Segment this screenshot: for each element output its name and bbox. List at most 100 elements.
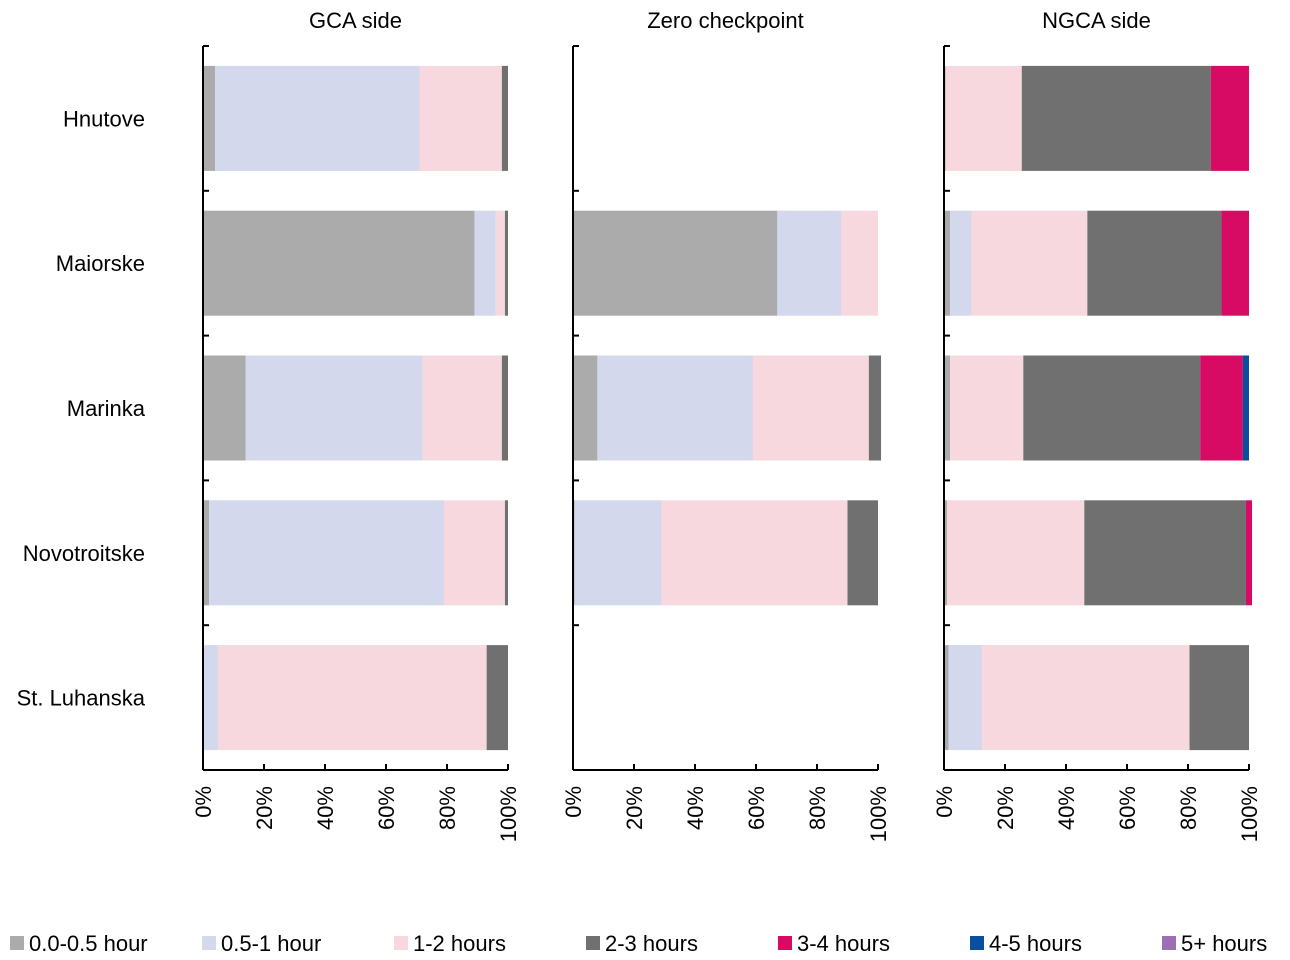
- legend-item-3-4-hours: 3-4 hours: [778, 931, 890, 956]
- legend-label: 0.0-0.5 hour: [29, 931, 148, 955]
- bar-segment-marinka-2-3-hours: [1023, 355, 1201, 461]
- bar-segment-hnutove-2-3-hours: [1021, 65, 1211, 171]
- bar-segment-hnutove-1-2-hours: [419, 65, 502, 171]
- x-tick-label: 20%: [622, 786, 647, 830]
- bar-segment-marinka-2-3-hours: [868, 355, 882, 461]
- category-label-maiorske: Maiorske: [56, 251, 145, 276]
- bar-segment-hnutove-3-4-hours: [1210, 65, 1249, 171]
- legend-swatch: [1162, 936, 1176, 950]
- legend-swatch: [10, 936, 24, 950]
- legend-label: 4-5 hours: [989, 931, 1082, 955]
- bar-segment-novotroitske-0-0-0-5-hour: [944, 500, 948, 606]
- legend-label: 2-3 hours: [605, 931, 698, 955]
- bar-segment-novotroitske-1-2-hours: [947, 500, 1085, 606]
- bar-segment-st-luhanska-2-3-hours: [1189, 645, 1249, 751]
- panel-zero-checkpoint: Zero checkpoint 0% 20% 40% 60% 80% 100%: [561, 8, 891, 842]
- legend-swatch: [970, 936, 984, 950]
- panel-title: NGCA side: [1042, 8, 1151, 33]
- x-tick-label: 60%: [1115, 786, 1140, 830]
- legend-item-0-0-0-5-hour: 0.0-0.5 hour: [10, 931, 148, 956]
- panel-title: GCA side: [309, 8, 402, 33]
- bar-segment-marinka-1-2-hours: [752, 355, 869, 461]
- bar-segment-marinka-0-0-0-5-hour: [573, 355, 598, 461]
- bar-segment-marinka-0-0-0-5-hour: [203, 355, 246, 461]
- legend-swatch: [202, 936, 216, 950]
- bar-segment-hnutove-0-0-0-5-hour: [203, 65, 216, 171]
- bar-segment-st-luhanska-1-2-hours: [982, 645, 1190, 751]
- bar-segment-st-luhanska-0-5-1-hour: [203, 645, 219, 751]
- legend-item-1-2-hours: 1-2 hours: [394, 931, 506, 956]
- x-tick-label: 0%: [191, 786, 216, 818]
- bar-segment-maiorske-1-2-hours: [841, 210, 878, 316]
- bar-segment-maiorske-0-0-0-5-hour: [944, 210, 951, 316]
- x-tick-label: 0%: [932, 786, 957, 818]
- legend-item-4-5-hours: 4-5 hours: [970, 931, 1082, 956]
- bar-segment-marinka-0-0-0-5-hour: [944, 355, 951, 461]
- bar-segment-marinka-3-4-hours: [1200, 355, 1243, 461]
- x-tick-label: 100%: [1237, 786, 1262, 842]
- x-tick-label: 100%: [496, 786, 521, 842]
- bar-segment-maiorske-2-3-hours: [504, 210, 508, 316]
- bar-segment-marinka-1-2-hours: [950, 355, 1024, 461]
- bar-segment-novotroitske-0-5-1-hour: [209, 500, 444, 606]
- x-tick-label: 100%: [866, 786, 891, 842]
- category-label-novotroitske: Novotroitske: [23, 541, 145, 566]
- bar-segment-maiorske-2-3-hours: [1087, 210, 1222, 316]
- bar-segment-st-luhanska-0-5-1-hour: [948, 645, 983, 751]
- legend-item-5-hours: 5+ hours: [1162, 931, 1267, 956]
- x-tick-label: 80%: [1176, 786, 1201, 830]
- bar-segment-marinka-0-5-1-hour: [245, 355, 423, 461]
- bar-segment-novotroitske-3-4-hours: [1245, 500, 1253, 606]
- bar-segment-maiorske-0-5-1-hour: [950, 210, 972, 316]
- bar-segment-st-luhanska-1-2-hours: [218, 645, 487, 751]
- category-label-hnutove: Hnutove: [63, 106, 145, 131]
- panel-ngca-side: NGCA side 0% 20% 40% 60% 80% 100%: [932, 8, 1262, 842]
- bar-segment-hnutove-2-3-hours: [501, 65, 508, 171]
- legend-item-2-3-hours: 2-3 hours: [586, 931, 698, 956]
- bar-segment-marinka-1-2-hours: [422, 355, 502, 461]
- legend-swatch: [586, 936, 600, 950]
- legend-item-0-5-1-hour: 0.5-1 hour: [202, 931, 321, 956]
- x-tick-label: 40%: [313, 786, 338, 830]
- x-tick-label: 60%: [374, 786, 399, 830]
- bar-segment-st-luhanska-0-0-0-5-hour: [944, 645, 949, 751]
- bar-segment-novotroitske-0-5-1-hour: [574, 500, 662, 606]
- x-tick-label: 20%: [252, 786, 277, 830]
- bar-segment-novotroitske-1-2-hours: [443, 500, 505, 606]
- legend-label: 1-2 hours: [413, 931, 506, 955]
- legend-label: 0.5-1 hour: [221, 931, 321, 955]
- bar-segment-novotroitske-2-3-hours: [1084, 500, 1246, 606]
- bar-segment-maiorske-1-2-hours: [495, 210, 505, 316]
- bar-segment-st-luhanska-2-3-hours: [486, 645, 508, 751]
- panel-gca-side: GCA side 0% 20% 40% 60% 80% 100%: [191, 8, 521, 842]
- legend-label: 3-4 hours: [797, 931, 890, 955]
- x-tick-label: 80%: [805, 786, 830, 830]
- x-tick-label: 60%: [744, 786, 769, 830]
- bar-segment-novotroitske-2-3-hours: [847, 500, 878, 606]
- category-label-st-luhanska: St. Luhanska: [17, 686, 146, 711]
- bar-segment-novotroitske-2-3-hours: [504, 500, 508, 606]
- bar-segment-hnutove-1-2-hours: [945, 65, 1022, 171]
- bar-segment-marinka-0-5-1-hour: [597, 355, 753, 461]
- bar-segment-marinka-2-3-hours: [501, 355, 508, 461]
- bar-segment-hnutove-0-5-1-hour: [215, 65, 420, 171]
- bar-segment-maiorske-1-2-hours: [971, 210, 1088, 316]
- legend-label: 5+ hours: [1181, 931, 1267, 955]
- x-tick-label: 20%: [993, 786, 1018, 830]
- bar-segment-maiorske-3-4-hours: [1221, 210, 1249, 316]
- x-tick-label: 80%: [435, 786, 460, 830]
- x-tick-label: 40%: [683, 786, 708, 830]
- bar-segment-maiorske-0-5-1-hour: [777, 210, 842, 316]
- bar-segment-marinka-4-5-hours: [1242, 355, 1249, 461]
- bar-segment-maiorske-0-0-0-5-hour: [203, 210, 475, 316]
- x-tick-label: 0%: [561, 786, 586, 818]
- bar-segment-maiorske-0-0-0-5-hour: [573, 210, 778, 316]
- panel-title: Zero checkpoint: [647, 8, 804, 33]
- x-tick-label: 40%: [1054, 786, 1079, 830]
- legend-swatch: [778, 936, 792, 950]
- bar-segment-novotroitske-1-2-hours: [661, 500, 848, 606]
- bar-segment-novotroitske-0-0-0-5-hour: [203, 500, 210, 606]
- bar-segment-maiorske-0-5-1-hour: [474, 210, 496, 316]
